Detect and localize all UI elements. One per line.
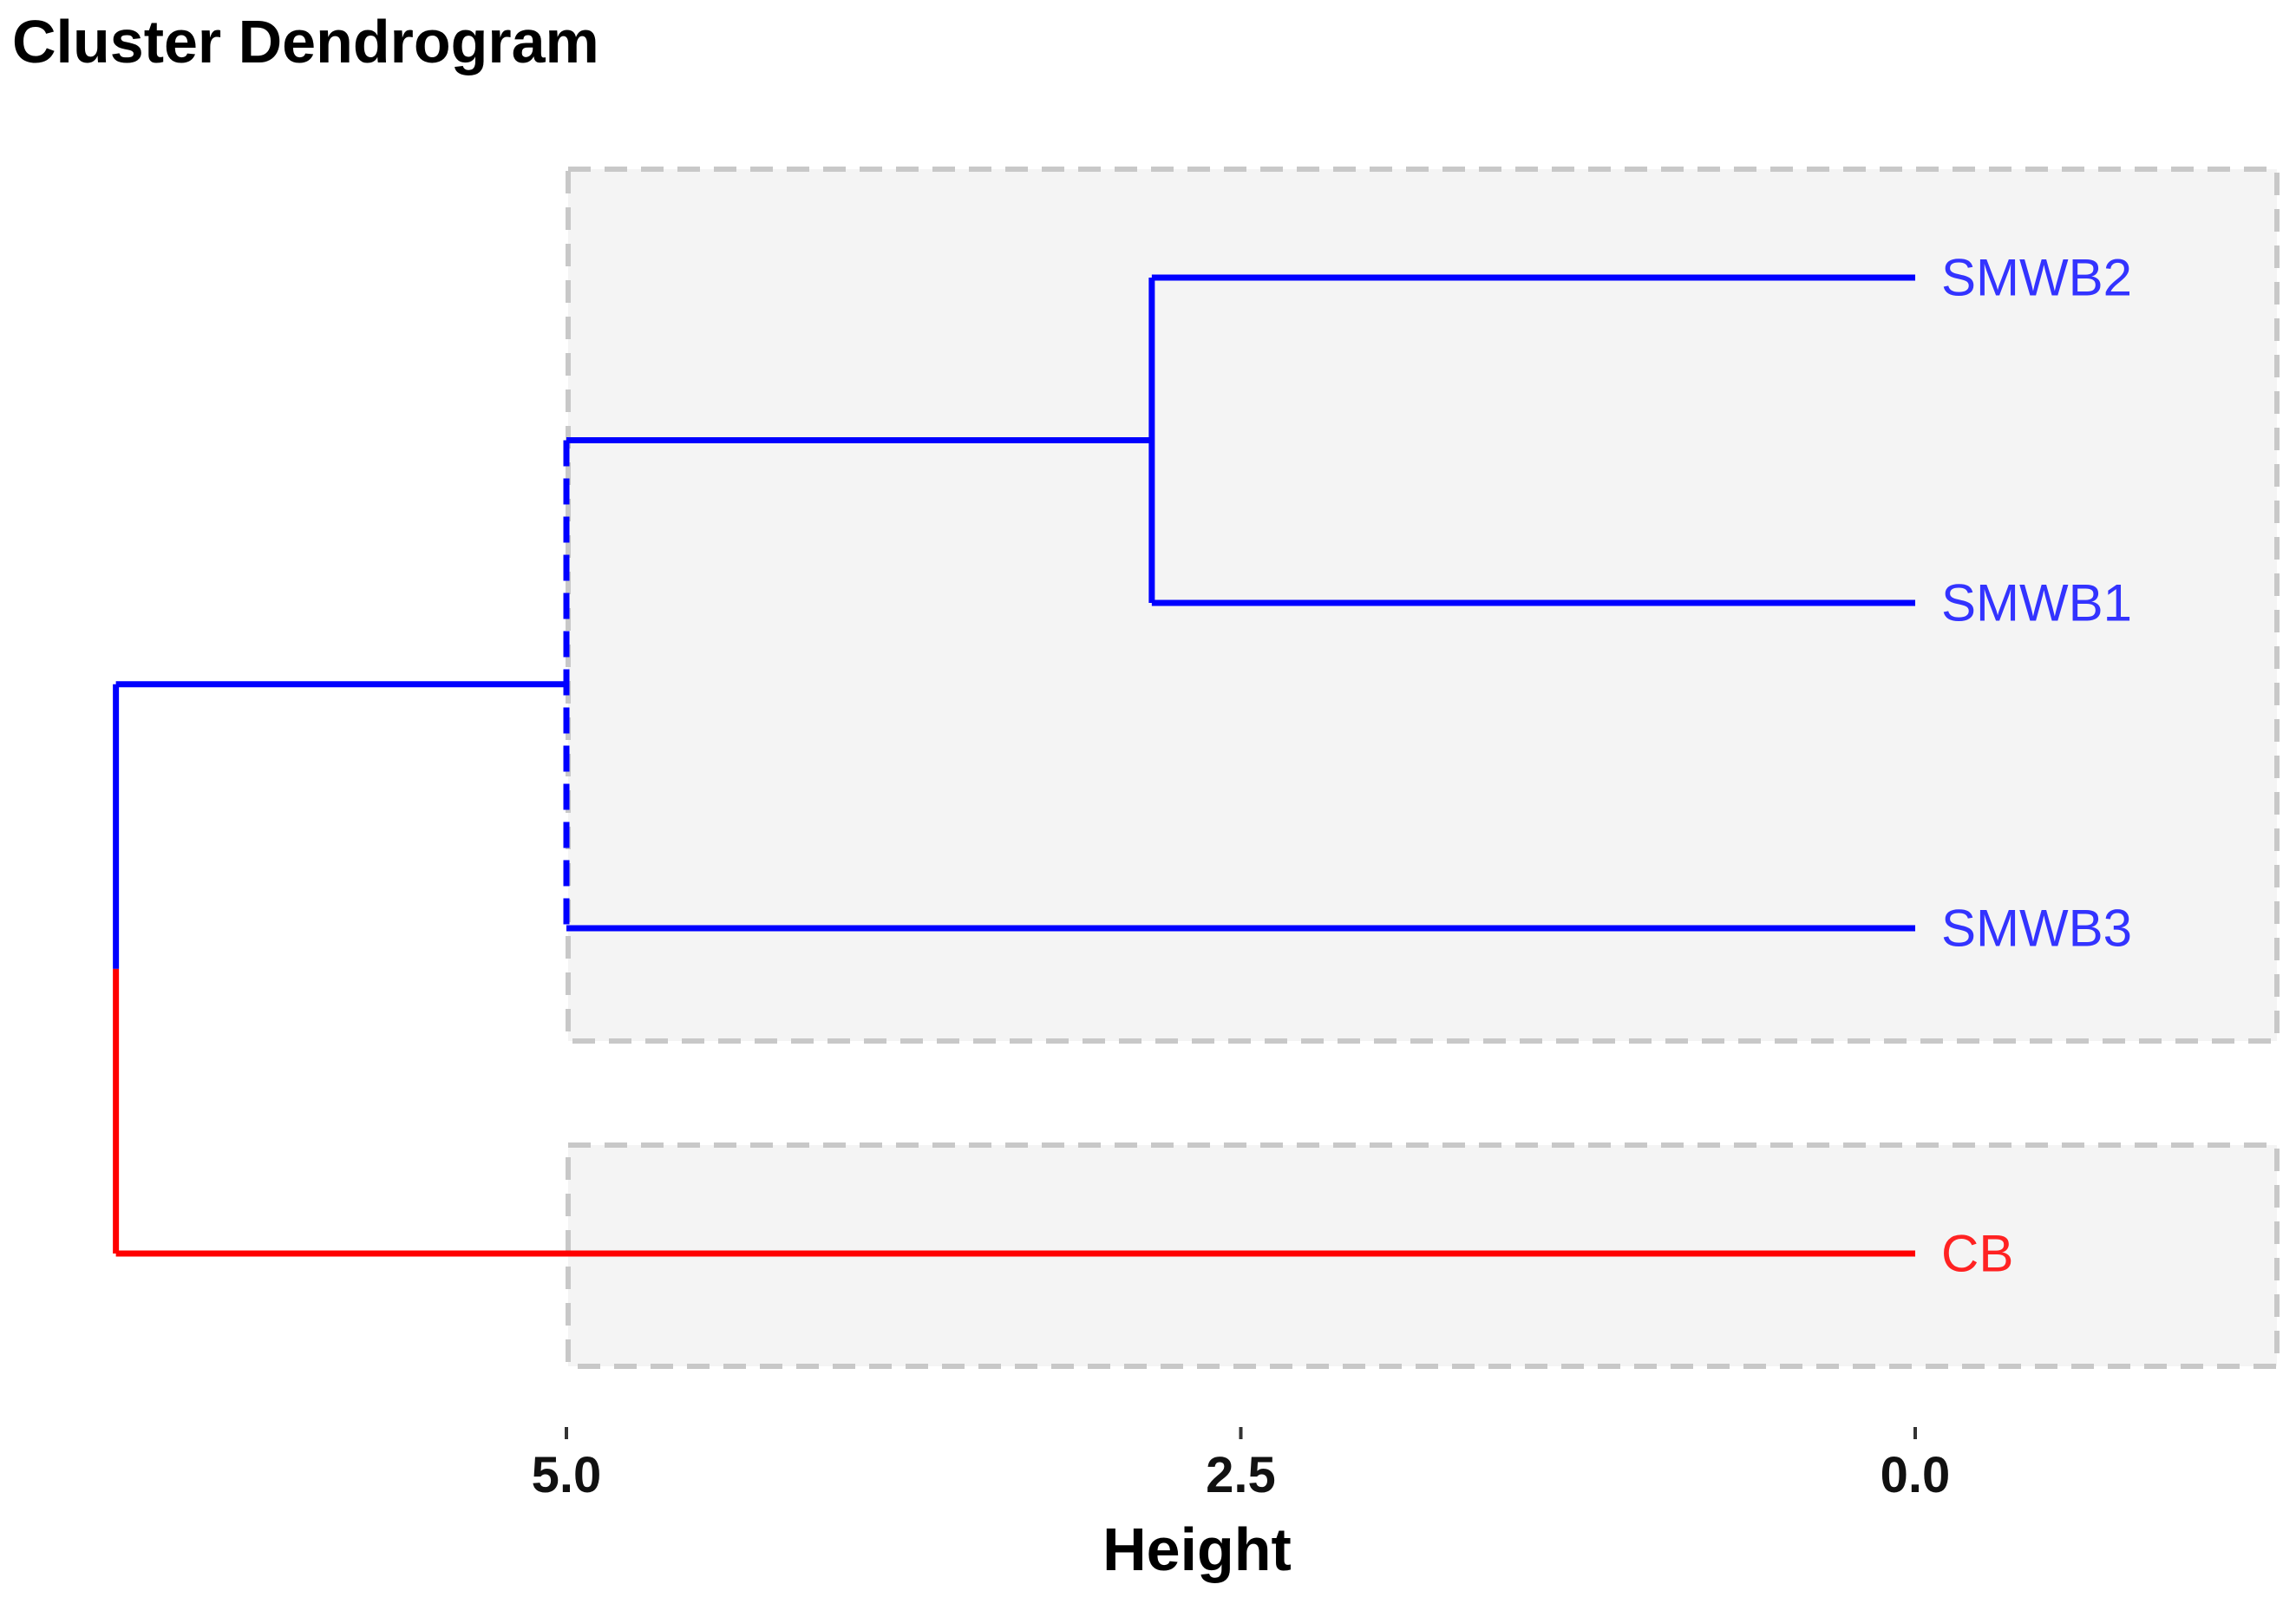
leaf-label-smwb3: SMWB3 <box>1941 900 2132 958</box>
leaf-label-smwb1: SMWB1 <box>1941 574 2132 632</box>
x-tick-label-0: 5.0 <box>532 1447 602 1503</box>
leaf-label-smwb2: SMWB2 <box>1941 249 2132 307</box>
x-axis-title: Height <box>1102 1516 1292 1583</box>
leaf-label-cb: CB <box>1941 1225 2013 1283</box>
chart-title: Cluster Dendrogram <box>12 8 599 75</box>
x-tick-label-1: 2.5 <box>1206 1447 1276 1503</box>
x-tick-label-2: 0.0 <box>1881 1447 1951 1503</box>
